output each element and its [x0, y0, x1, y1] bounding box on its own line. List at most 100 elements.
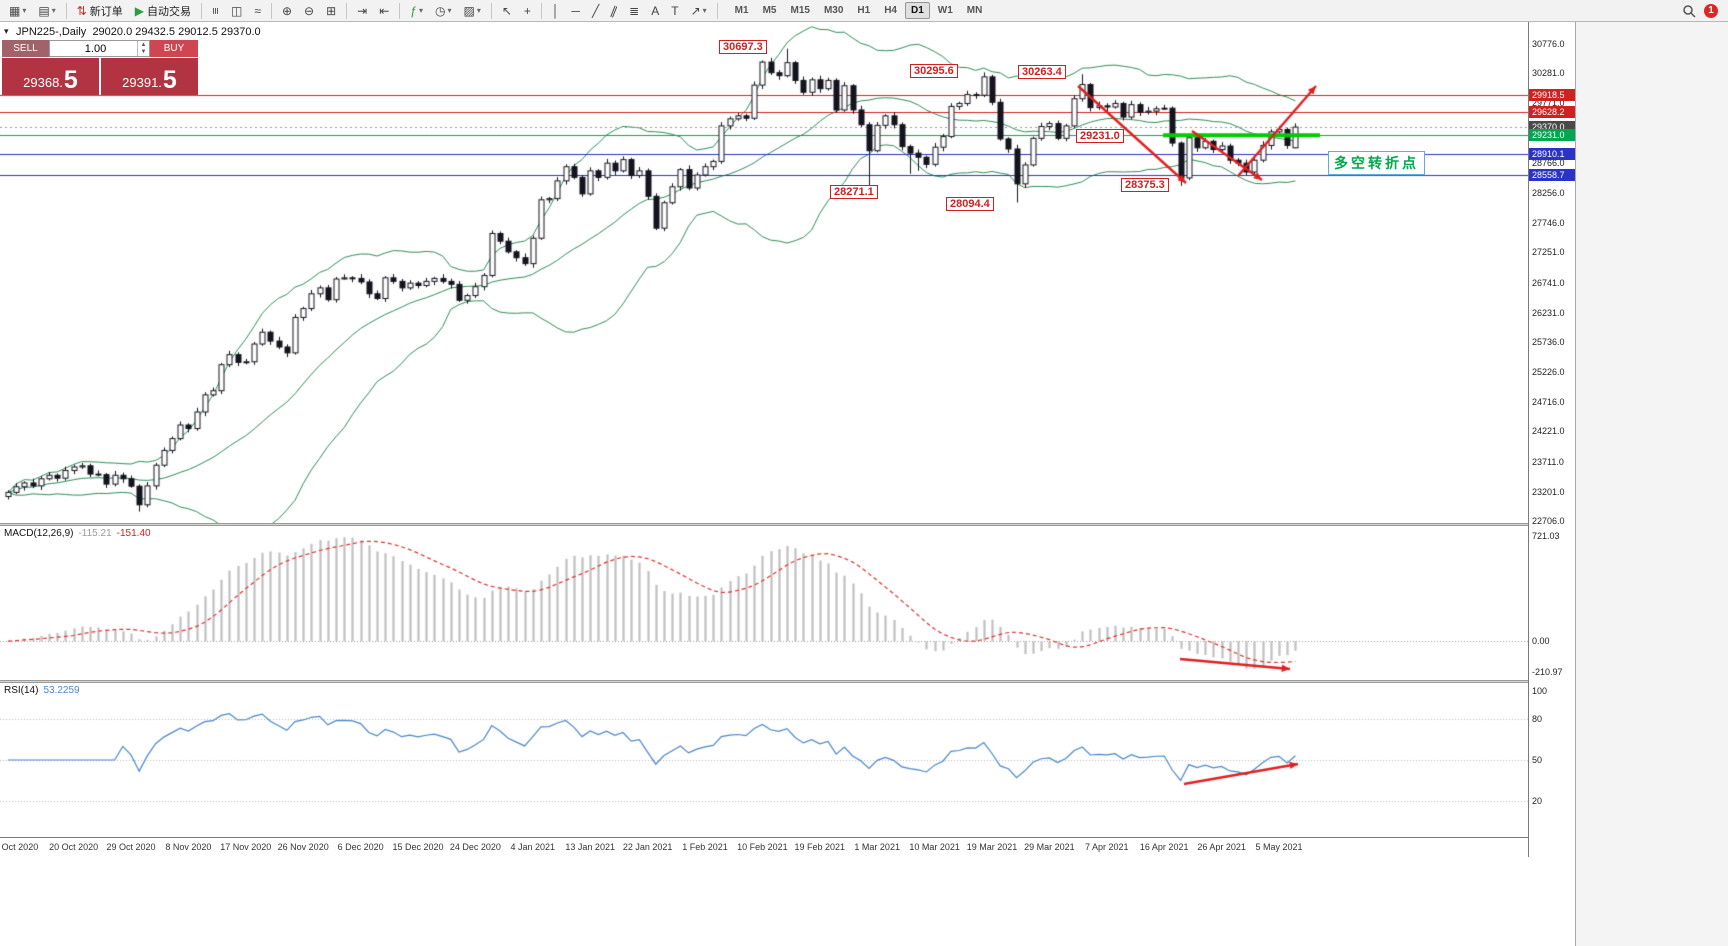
- time-axis-label: 10 Mar 2021: [909, 842, 960, 852]
- arrows-button[interactable]: ↗ ▾: [686, 0, 712, 21]
- bar-chart-icon: ≡: [208, 6, 223, 15]
- search-icon[interactable]: [1682, 4, 1696, 18]
- toolbar-separator: [399, 2, 401, 19]
- profiles-icon: ▤: [38, 3, 50, 18]
- time-axis[interactable]: 1 Oct 2020 20 Oct 2020 29 Oct 2020 8 Nov 20…: [0, 837, 1528, 858]
- timeframe-mn[interactable]: MN: [966, 5, 983, 16]
- main-chart-canvas[interactable]: [0, 23, 1528, 523]
- cursor-button[interactable]: ↖: [497, 0, 517, 21]
- lot-input[interactable]: [50, 41, 149, 56]
- timeframe-h4[interactable]: H4: [884, 5, 897, 16]
- dropdown-arrow-icon: ▾: [418, 6, 423, 15]
- turning-point-note[interactable]: 多空转折点: [1328, 151, 1425, 175]
- dropdown-arrow-icon: ▾: [22, 6, 27, 15]
- price-annotation[interactable]: 28375.3: [1121, 178, 1169, 192]
- price-axis-badge: 28558.7: [1529, 169, 1575, 182]
- price-annotation[interactable]: 30263.4: [1018, 65, 1066, 79]
- zoom-in-button[interactable]: ⊕: [277, 0, 297, 21]
- price-annotation[interactable]: 29231.0: [1076, 129, 1124, 143]
- time-axis-label: 20 Oct 2020: [49, 842, 99, 852]
- bar-chart-button[interactable]: ≡: [207, 0, 224, 21]
- rsi-value: 53.2259: [43, 685, 80, 696]
- tile-windows-icon: ⊞: [326, 3, 337, 18]
- macd-main-value: -115.21: [78, 528, 112, 539]
- timeframe-m5[interactable]: M5: [762, 5, 777, 16]
- timeframe-m15[interactable]: M15: [790, 5, 810, 16]
- horizontal-line-button[interactable]: ─: [566, 0, 585, 21]
- notification-badge[interactable]: 1: [1704, 3, 1718, 18]
- toolbar-separator: [490, 2, 492, 19]
- rsi-axis-label: 50: [1532, 755, 1543, 765]
- new-chart-button[interactable]: ▦ ▾: [4, 0, 31, 21]
- buy-price[interactable]: 29391. 5: [101, 58, 198, 95]
- fibonacci-icon: ≣: [629, 3, 640, 18]
- chart-window: 30776.0 30281.0 29771.0 28766.0 28256.0 27746…: [0, 22, 1576, 946]
- time-axis-label: 26 Nov 2020: [277, 842, 329, 852]
- time-axis-label: 1 Oct 2020: [0, 842, 39, 852]
- price-axis-label: 24221.0: [1532, 426, 1565, 437]
- time-axis-label: 4 Jan 2021: [510, 842, 556, 852]
- sell-price[interactable]: 29368. 5: [2, 58, 99, 95]
- one-click-trading-panel: SELL ▲ ▼ BUY 29368.5 29391.5: [2, 40, 198, 95]
- new-order-button[interactable]: ⇅ 新订单: [72, 0, 128, 21]
- fibonacci-button[interactable]: ≣: [624, 0, 644, 21]
- new-order-label: 新订单: [89, 5, 123, 18]
- price-axis-label: 23711.0: [1532, 456, 1564, 467]
- timeframe-buttons: M1 M5 M15 M30 H1 H4 D1 W1 MN: [728, 2, 990, 19]
- price-annotation[interactable]: 28271.1: [830, 185, 878, 199]
- crosshair-icon: +: [523, 3, 531, 18]
- profiles-button[interactable]: ▤ ▾: [33, 0, 60, 21]
- price-axis[interactable]: 30776.0 30281.0 29771.0 28766.0 28256.0 27746…: [1528, 22, 1575, 857]
- price-annotation[interactable]: 30697.3: [719, 40, 767, 54]
- equidistant-channel-button[interactable]: ∥: [606, 0, 622, 21]
- rsi-panel-canvas[interactable]: [0, 683, 1528, 837]
- periods-button[interactable]: ◷ ▾: [430, 0, 457, 21]
- chart-shift-button[interactable]: ⇤: [374, 0, 394, 21]
- timeframe-h1[interactable]: H1: [857, 5, 871, 16]
- lot-decrease-icon[interactable]: ▼: [140, 49, 147, 56]
- trendline-button[interactable]: ╱: [587, 0, 604, 21]
- autotrading-button[interactable]: ▶ 自动交易: [130, 0, 196, 21]
- timeframe-w1[interactable]: W1: [937, 5, 953, 16]
- toolbar-separator: [346, 2, 348, 19]
- tile-windows-button[interactable]: ⊞: [321, 0, 341, 21]
- symbol-period-label: JPN225-,Daily: [16, 26, 87, 38]
- macd-name: MACD(12,26,9): [4, 528, 74, 539]
- timeframe-m30[interactable]: M30: [823, 5, 844, 16]
- text-button[interactable]: A: [646, 0, 664, 21]
- line-chart-icon: ≈: [254, 3, 261, 18]
- price-annotation[interactable]: 30295.6: [910, 64, 958, 78]
- dropdown-arrow-icon: ▾: [51, 6, 56, 15]
- text-label-button[interactable]: T: [666, 0, 683, 21]
- crosshair-button[interactable]: +: [519, 0, 536, 21]
- buy-button[interactable]: BUY: [150, 40, 198, 57]
- sell-button[interactable]: SELL: [2, 40, 49, 57]
- panel-separator[interactable]: [0, 680, 1528, 683]
- price-annotation[interactable]: 28094.4: [946, 197, 994, 211]
- horizontal-line-icon: ─: [571, 3, 580, 18]
- macd-panel-canvas[interactable]: [0, 526, 1528, 680]
- panel-separator[interactable]: [0, 523, 1528, 526]
- time-axis-label: 13 Jan 2021: [565, 842, 615, 852]
- one-click-collapse-icon[interactable]: ▾: [4, 26, 9, 36]
- vertical-line-button[interactable]: │: [547, 0, 565, 21]
- price-axis-badge: 29628.2: [1529, 105, 1575, 118]
- price-axis-label: 30776.0: [1532, 39, 1565, 49]
- timeframe-m1[interactable]: M1: [734, 5, 749, 16]
- timeframe-d1[interactable]: D1: [904, 2, 930, 19]
- lot-increase-icon[interactable]: ▲: [140, 41, 147, 48]
- indicators-button[interactable]: ƒ ▾: [405, 0, 428, 21]
- indicators-icon: ƒ: [410, 3, 417, 18]
- candlestick-chart-button[interactable]: ◫: [226, 0, 247, 21]
- time-axis-label: 1 Feb 2021: [682, 842, 728, 852]
- price-axis-label: 25226.0: [1532, 367, 1565, 378]
- new-order-icon: ⇅: [76, 3, 87, 18]
- arrows-icon: ↗: [690, 3, 701, 18]
- price-axis-label: 26741.0: [1532, 277, 1565, 288]
- zoom-out-button[interactable]: ⊖: [299, 0, 319, 21]
- auto-scroll-button[interactable]: ⇥: [352, 0, 372, 21]
- macd-axis-label: -210.97: [1532, 667, 1563, 677]
- line-chart-button[interactable]: ≈: [249, 0, 266, 21]
- vertical-line-icon: │: [551, 3, 560, 18]
- templates-button[interactable]: ▨ ▾: [458, 0, 485, 21]
